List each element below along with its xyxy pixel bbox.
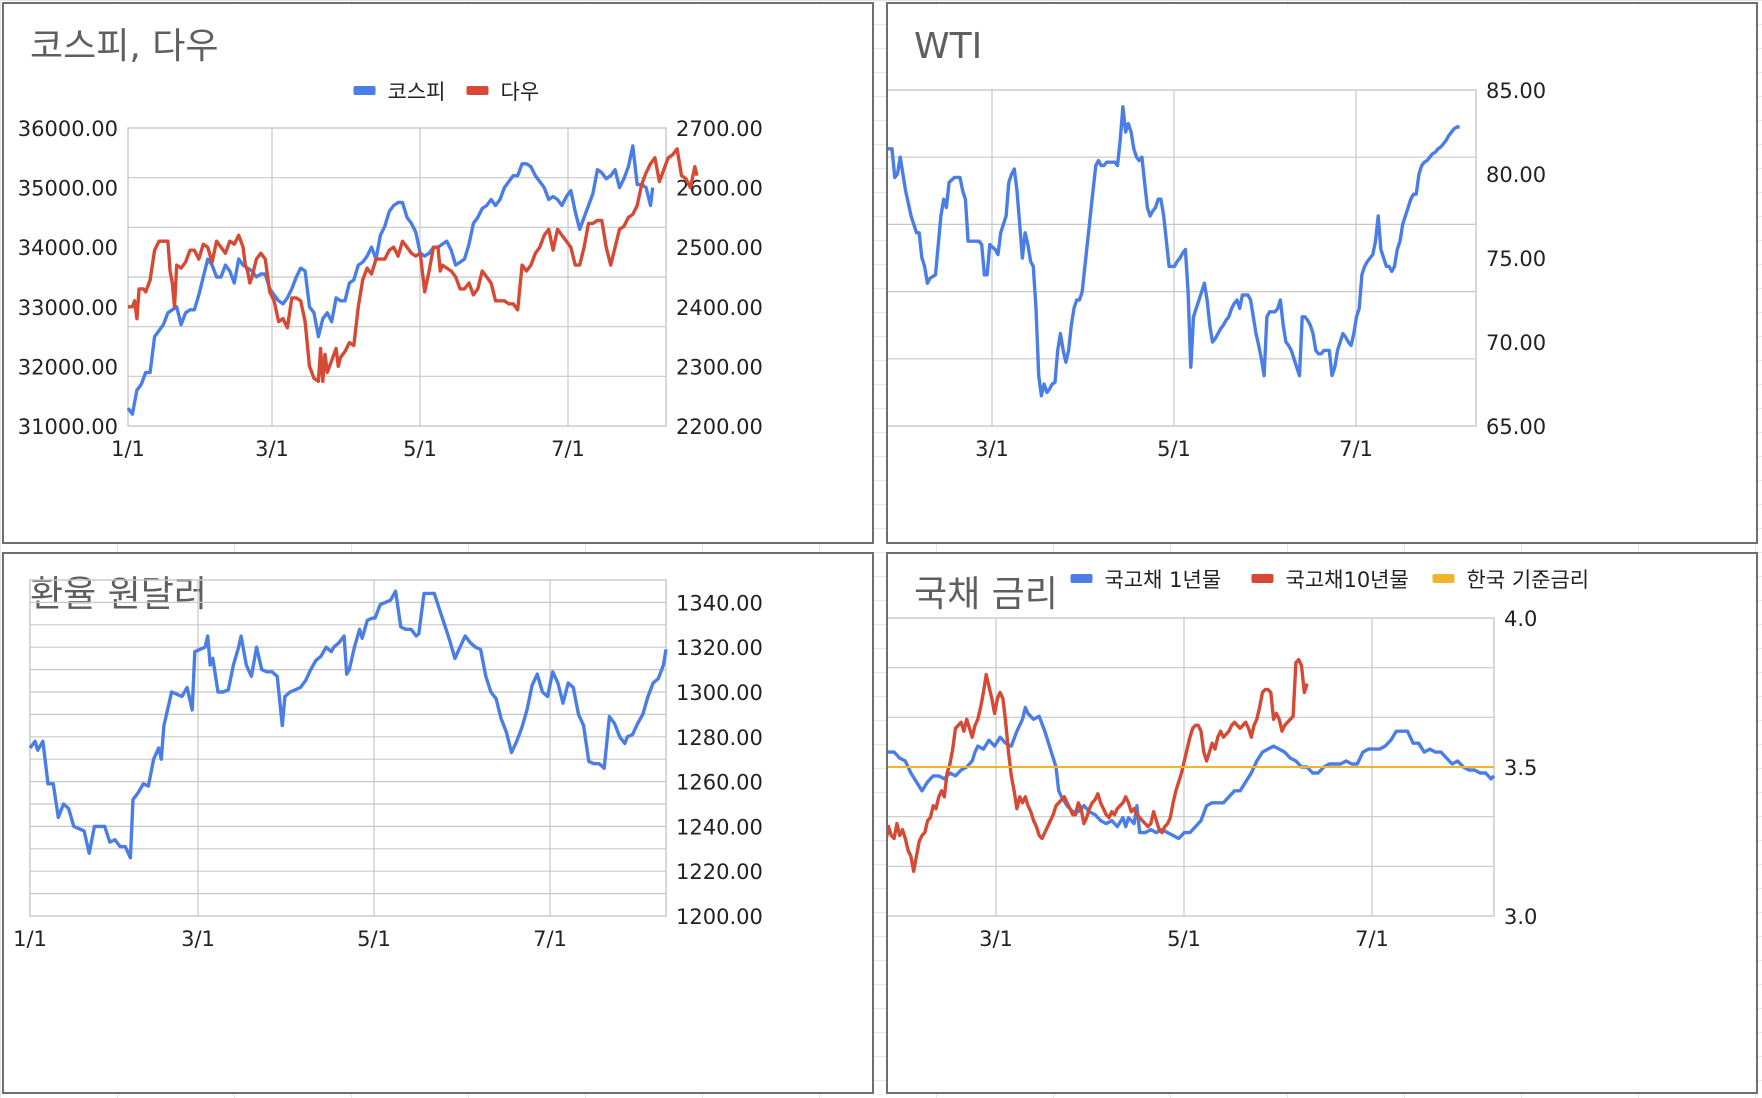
y-right-tick-label: 2500.00 <box>676 236 763 260</box>
y-right-tick-label: 80.00 <box>1486 163 1546 187</box>
legend-swatch <box>1251 574 1274 583</box>
y-right-tick-label: 1200.00 <box>676 905 763 929</box>
x-tick-label: 7/1 <box>533 927 567 951</box>
chart-kospi-dow-svg: 코스피, 다우 1/1 3/1 5/1 7/1 31000.00 32000.00 3300… <box>18 26 763 461</box>
x-tick-label: 3/1 <box>979 927 1013 951</box>
legend-label: 다우 <box>501 80 540 104</box>
chart-usd-krw[interactable]: 환율 원달러 1/1 3/1 5/1 7/1 1200.00 1220.00 1240.00… <box>2 552 874 1094</box>
y-right-tick-label: 75.00 <box>1486 247 1546 271</box>
series-line-main <box>28 589 668 860</box>
chart-title: 환율 원달러 <box>30 574 207 615</box>
legend-swatch <box>1070 574 1093 583</box>
series-line-국고채-1년물 <box>888 705 1496 841</box>
series-line-한국-기준금리 <box>888 766 1494 768</box>
y-right-tick-label: 85.00 <box>1486 79 1546 103</box>
y-right-tick-label: 1340.00 <box>676 591 763 615</box>
y-right-tick-label: 1320.00 <box>676 636 763 660</box>
series-line-다우 <box>128 147 699 383</box>
y-right-tick-label: 2700.00 <box>676 117 763 141</box>
x-tick-label: 7/1 <box>1355 927 1389 951</box>
y-left-tick-label: 36000.00 <box>18 117 118 141</box>
chart-title: WTI <box>914 26 982 67</box>
legend-label: 국고채10년물 <box>1286 568 1409 592</box>
y-left-tick-label: 34000.00 <box>18 236 118 260</box>
legend-swatch <box>1432 574 1455 583</box>
x-tick-label: 7/1 <box>1339 437 1373 461</box>
x-tick-label: 5/1 <box>403 437 437 461</box>
x-tick-label: 5/1 <box>1167 927 1201 951</box>
chart-wti-svg: WTI 1/13/15/17/165.0070.0075.0080.0085.0… <box>888 26 1546 461</box>
y-right-tick-label: 2300.00 <box>676 355 763 379</box>
legend-swatch <box>466 86 489 95</box>
y-right-tick-label: 65.00 <box>1486 415 1546 439</box>
x-tick-label: 3/1 <box>975 437 1009 461</box>
x-tick-label: 3/1 <box>255 437 289 461</box>
y-right-tick-label: 70.00 <box>1486 331 1546 355</box>
y-right-tick-label: 3.5 <box>1504 756 1537 780</box>
legend-label: 국고채 1년물 <box>1105 568 1222 592</box>
chart-wti[interactable]: WTI 1/13/15/17/165.0070.0075.0080.0085.0… <box>886 2 1758 544</box>
chart-kospi-dow[interactable]: 코스피, 다우 1/1 3/1 5/1 7/1 31000.00 32000.00 3300… <box>2 2 874 544</box>
y-left-tick-label: 31000.00 <box>18 415 118 439</box>
y-left-tick-label: 33000.00 <box>18 296 118 320</box>
y-right-tick-label: 2200.00 <box>676 415 763 439</box>
chart-title: 코스피, 다우 <box>30 26 219 67</box>
x-tick-label: 5/1 <box>357 927 391 951</box>
y-left-tick-label: 32000.00 <box>18 355 118 379</box>
legend-swatch <box>353 86 376 95</box>
legend-label: 한국 기준금리 <box>1467 568 1590 592</box>
plot-area <box>29 579 667 917</box>
y-right-tick-label: 2400.00 <box>676 296 763 320</box>
series-line-main <box>888 105 1460 398</box>
legend-label: 코스피 <box>388 80 446 104</box>
chart-bond-yields-svg: 국채 금리 1/13/15/17/13.03.54.0 국고채 1년물국고채10… <box>888 568 1590 951</box>
chart-bond-yields[interactable]: 국채 금리 1/13/15/17/13.03.54.0 국고채 1년물국고채10… <box>886 552 1758 1094</box>
y-right-tick-label: 1260.00 <box>676 771 763 795</box>
series-line-코스피 <box>126 144 655 416</box>
series-line-국고채10년물 <box>888 658 1309 873</box>
chart-title: 국채 금리 <box>914 574 1058 615</box>
y-right-tick-label: 1300.00 <box>676 681 763 705</box>
y-left-tick-label: 35000.00 <box>18 177 118 201</box>
x-tick-label: 1/1 <box>13 927 47 951</box>
y-right-tick-label: 3.0 <box>1504 905 1537 929</box>
plot-area <box>888 89 1477 427</box>
y-right-tick-label: 4.0 <box>1504 607 1537 631</box>
y-right-tick-label: 1220.00 <box>676 860 763 884</box>
x-tick-label: 1/1 <box>111 437 145 461</box>
x-tick-label: 3/1 <box>181 927 215 951</box>
x-tick-label: 7/1 <box>551 437 585 461</box>
y-right-tick-label: 1240.00 <box>676 815 763 839</box>
x-tick-label: 5/1 <box>1157 437 1191 461</box>
chart-usd-krw-svg: 환율 원달러 1/1 3/1 5/1 7/1 1200.00 1220.00 1240.00… <box>13 574 763 951</box>
y-right-tick-label: 1280.00 <box>676 726 763 750</box>
